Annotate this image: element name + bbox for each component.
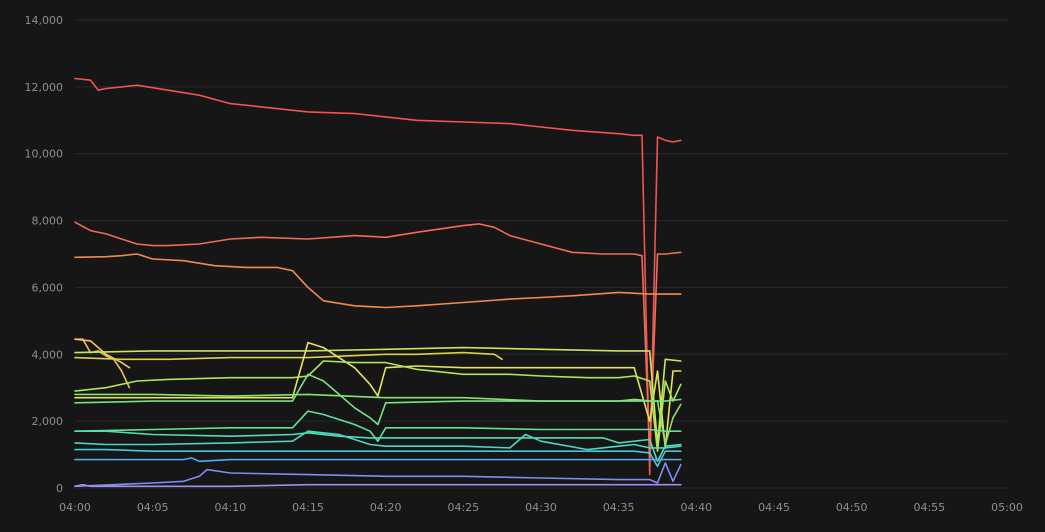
y-tick-label: 14,000 (25, 14, 64, 27)
y-tick-label: 6,000 (32, 281, 64, 294)
grid-layer (75, 19, 1007, 489)
series-line-17[interactable] (74, 462, 682, 488)
series-line-3[interactable] (74, 253, 682, 309)
x-tick-label: 04:30 (525, 501, 557, 514)
x-tick-label: 04:25 (447, 501, 479, 514)
series-line-11[interactable] (74, 373, 682, 426)
series-line-12[interactable] (74, 410, 682, 443)
x-tick-label: 04:05 (137, 501, 169, 514)
y-tick-label: 10,000 (25, 148, 64, 161)
series-line-2[interactable] (74, 221, 682, 456)
x-tick-label: 04:55 (913, 501, 945, 514)
x-tick-label: 04:50 (836, 501, 868, 514)
series-line-13[interactable] (74, 430, 682, 463)
y-tick-label: 12,000 (25, 81, 64, 94)
series-line-15[interactable] (74, 448, 682, 468)
x-tick-label: 04:35 (603, 501, 635, 514)
series-line-5[interactable] (74, 338, 131, 369)
series-line-1[interactable] (74, 77, 682, 476)
series-line-4[interactable] (74, 338, 131, 389)
y-tick-label: 8,000 (32, 215, 64, 228)
series-line-14[interactable] (74, 430, 682, 451)
y-tick-label: 2,000 (32, 415, 64, 428)
x-tick-label: 05:00 (991, 501, 1023, 514)
x-tick-label: 04:15 (292, 501, 324, 514)
series-line-6[interactable] (74, 351, 504, 361)
y-tick-label: 4,000 (32, 348, 64, 361)
series-line-10[interactable] (74, 393, 682, 446)
series-line-9[interactable] (74, 360, 682, 453)
x-tick-label: 04:10 (214, 501, 246, 514)
y-tick-label: 0 (56, 482, 63, 495)
x-tick-label: 04:20 (370, 501, 402, 514)
series-line-18[interactable] (74, 483, 682, 488)
series-layer (74, 77, 682, 488)
series-line-16[interactable] (74, 457, 682, 463)
x-tick-label: 04:45 (758, 501, 790, 514)
series-line-7[interactable] (74, 341, 682, 449)
axis-layer: 0 2,000 4,000 6,000 8,000 10,000 12,000 14,000 0… (25, 14, 1023, 514)
x-tick-label: 04:40 (680, 501, 712, 514)
x-tick-label: 04:00 (59, 501, 91, 514)
